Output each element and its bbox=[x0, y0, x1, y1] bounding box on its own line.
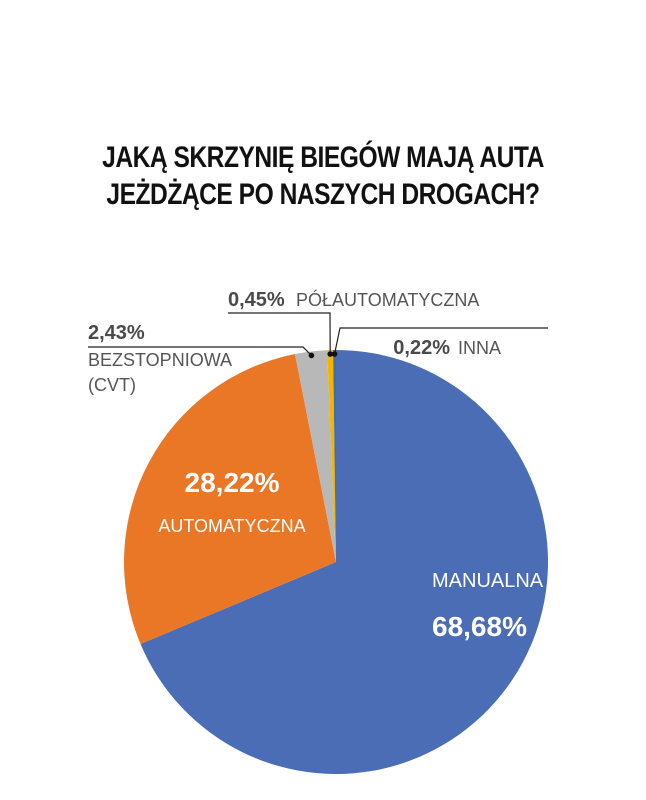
chart-title-line-2: JEŻDŻĄCE PO NASZYCH DROGACH? bbox=[106, 177, 540, 211]
pie-slice-manualna bbox=[140, 350, 549, 774]
chart-title: JAKĄ SKRZYNIĘ BIEGÓW MAJĄ AUTA JEŻDŻĄCE … bbox=[58, 140, 588, 213]
slice-value-automatyczna: 28,22% bbox=[185, 467, 280, 498]
pie-slice-p-automatyczna bbox=[327, 350, 336, 562]
slice-label-cvt-line-2: (CVT) bbox=[88, 375, 136, 395]
slice-value-manualna: 68,68% bbox=[432, 611, 527, 642]
leader-line-polautomatyczna bbox=[228, 312, 331, 355]
slice-label-automatyczna: AUTOMATYCZNA bbox=[158, 516, 305, 536]
slice-value-polautomatyczna: 0,45% bbox=[228, 289, 285, 311]
leader-dot-inna bbox=[331, 351, 338, 357]
leader-dot-cvt bbox=[308, 352, 315, 359]
slice-label-cvt-line-1: BEZSTOPNIOWA bbox=[88, 350, 232, 370]
leader-line-cvt bbox=[88, 346, 312, 356]
slice-value-inna: 0,22% bbox=[393, 337, 450, 359]
chart-title-line-1: JAKĄ SKRZYNIĘ BIEGÓW MAJĄ AUTA bbox=[102, 141, 544, 174]
slice-label-polautomatyczna: PÓŁAUTOMATYCZNA bbox=[296, 289, 479, 310]
leader-dot-polautomatyczna bbox=[327, 351, 333, 357]
slice-value-cvt: 2,43% bbox=[88, 322, 145, 344]
pie-slice-bezstopniowa-cvt bbox=[294, 350, 336, 562]
leader-line-inna bbox=[333, 327, 548, 355]
pie-slice-inna bbox=[333, 350, 336, 562]
pie-slice-automatyczna bbox=[124, 354, 337, 644]
slice-label-manualna: MANUALNA bbox=[432, 570, 544, 592]
slice-label-inna: INNA bbox=[458, 338, 501, 358]
